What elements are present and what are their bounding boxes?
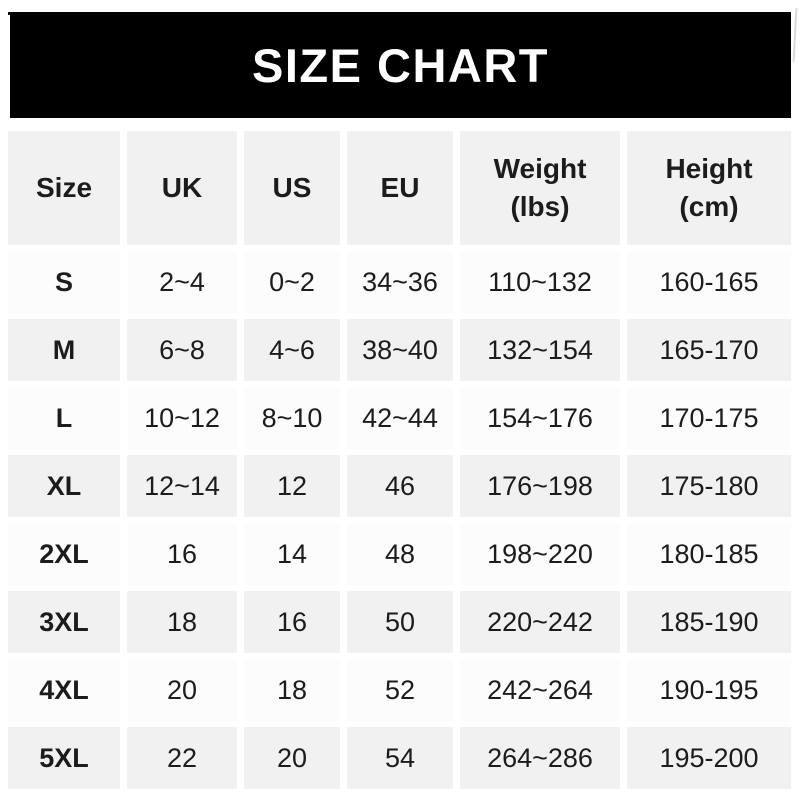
table-cell: 34~36 (347, 251, 453, 313)
table-cell: 190-195 (627, 659, 791, 721)
table-cell: 42~44 (347, 387, 453, 449)
header-cell-eu: EU (347, 131, 453, 245)
header-cell-height: Height (cm) (627, 131, 791, 245)
table-cell: 132~154 (460, 319, 620, 381)
size-cell: 4XL (8, 659, 120, 721)
table-cell: 0~2 (244, 251, 340, 313)
size-cell: S (8, 251, 120, 313)
table-cell: 165-170 (627, 319, 791, 381)
title-banner: SIZE CHART (10, 12, 791, 118)
table-cell: 54 (347, 727, 453, 789)
size-cell: M (8, 319, 120, 381)
table-cell: 12 (244, 455, 340, 517)
table-cell: 198~220 (460, 523, 620, 585)
size-chart-table: Size UK US EU Weight (lbs) Height (cm) S… (8, 131, 791, 789)
header-cell-us: US (244, 131, 340, 245)
size-cell: 2XL (8, 523, 120, 585)
table-cell: 154~176 (460, 387, 620, 449)
header-label: Weight (493, 153, 587, 185)
table-cell: 12~14 (127, 455, 237, 517)
table-cell: 170-175 (627, 387, 791, 449)
table-cell: 195-200 (627, 727, 791, 789)
table-cell: 176~198 (460, 455, 620, 517)
table-cell: 242~264 (460, 659, 620, 721)
table-cell: 220~242 (460, 591, 620, 653)
table-cell: 6~8 (127, 319, 237, 381)
header-cell-size: Size (8, 131, 120, 245)
size-cell: 5XL (8, 727, 120, 789)
table-cell: 180-185 (627, 523, 791, 585)
photo-edge-artifact (792, 7, 798, 63)
table-cell: 4~6 (244, 319, 340, 381)
table-cell: 14 (244, 523, 340, 585)
header-cell-weight: Weight (lbs) (460, 131, 620, 245)
table-cell: 16 (244, 591, 340, 653)
header-label: Size (35, 172, 93, 204)
table-cell: 18 (244, 659, 340, 721)
table-cell: 38~40 (347, 319, 453, 381)
header-label: UK (161, 172, 203, 204)
table-cell: 20 (127, 659, 237, 721)
table-cell: 110~132 (460, 251, 620, 313)
table-cell: 185-190 (627, 591, 791, 653)
table-cell: 48 (347, 523, 453, 585)
table-cell: 2~4 (127, 251, 237, 313)
top-crop-line (8, 12, 775, 15)
header-cell-uk: UK (127, 131, 237, 245)
header-label: EU (380, 172, 420, 204)
size-cell: 3XL (8, 591, 120, 653)
table-cell: 46 (347, 455, 453, 517)
page-title: SIZE CHART (252, 38, 549, 92)
size-cell: L (8, 387, 120, 449)
size-cell: XL (8, 455, 120, 517)
table-cell: 20 (244, 727, 340, 789)
header-sublabel: (lbs) (510, 191, 570, 222)
table-cell: 10~12 (127, 387, 237, 449)
header-label: Height (665, 153, 753, 185)
table-cell: 160-165 (627, 251, 791, 313)
table-cell: 8~10 (244, 387, 340, 449)
table-cell: 16 (127, 523, 237, 585)
table-cell: 22 (127, 727, 237, 789)
table-cell: 52 (347, 659, 453, 721)
header-label: US (272, 172, 312, 204)
table-cell: 50 (347, 591, 453, 653)
table-cell: 175-180 (627, 455, 791, 517)
table-cell: 18 (127, 591, 237, 653)
header-sublabel: (cm) (679, 191, 739, 222)
table-cell: 264~286 (460, 727, 620, 789)
